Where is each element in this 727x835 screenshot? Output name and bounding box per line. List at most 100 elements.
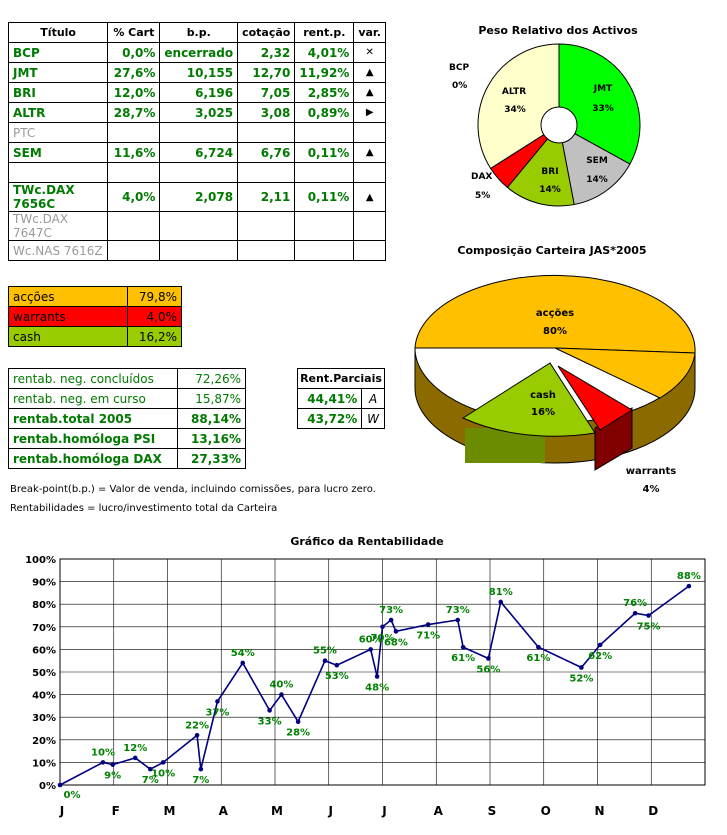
y-tick-label: 70%	[32, 623, 56, 634]
y-tick-label: 50%	[32, 668, 56, 679]
data-point	[160, 760, 166, 765]
pie1-label-dax: DAX	[471, 172, 492, 182]
cell-bp: 2,078	[159, 182, 239, 212]
cell-var: ▲	[353, 142, 386, 163]
data-point	[393, 629, 399, 634]
allocation-value: 79,8%	[127, 286, 182, 307]
note-breakpoint: Break-point(b.p.) = Valor de venda, incl…	[10, 484, 376, 495]
data-point	[536, 644, 541, 650]
cell-titulo: Wc.NAS 7616Z	[7, 240, 109, 261]
header-cart: % Cart	[107, 22, 161, 43]
cell-cotacao: 7,05	[237, 82, 296, 103]
returns-row: rentab. neg. em curso 15,87%	[8, 388, 246, 409]
data-point	[686, 583, 692, 589]
cell-cart	[107, 162, 161, 183]
pie-composicao: Composição Carteira JAS*2005 acções 80% …	[414, 244, 696, 495]
data-point	[198, 766, 204, 772]
cell-var: ▶	[353, 102, 386, 123]
cell-cart	[107, 122, 161, 143]
returns-label: rentab.homóloga PSI	[8, 428, 178, 449]
pie1-slice-jmt	[558, 43, 641, 165]
cell-titulo: SEM	[7, 142, 109, 163]
cell-titulo: PTC	[7, 122, 109, 143]
cell-cotacao	[237, 122, 296, 143]
data-point	[460, 644, 466, 650]
data-label: 70%	[371, 633, 395, 644]
data-label: 48%	[365, 683, 389, 694]
cell-cotacao	[237, 211, 296, 241]
data-label: 9%	[104, 771, 121, 782]
pie1-hole	[540, 106, 578, 144]
data-label: 62%	[588, 651, 612, 662]
cell-bp	[159, 240, 239, 261]
partial-tag: W	[361, 408, 385, 429]
pie1-value-jmt: 33%	[592, 104, 614, 114]
pie1-label-sem: SEM	[586, 156, 608, 166]
cell-cotacao	[237, 240, 296, 261]
portfolio-row: TWc.DAX 7647C	[7, 211, 386, 241]
data-point	[368, 647, 373, 652]
header-rent: rent.p.	[294, 22, 355, 43]
x-tick-label: A	[434, 804, 444, 818]
pie2-label-warrants: warrants	[626, 466, 676, 477]
cell-rent	[294, 122, 355, 143]
data-point	[334, 662, 340, 668]
portfolio-row: BCP 0,0% encerrado 2,32 4,01% ✕	[7, 42, 386, 63]
pie1-slice-bri	[506, 123, 575, 207]
pie1-label-bcp: BCP	[449, 63, 469, 73]
y-tick-label: 40%	[32, 691, 56, 702]
returns-label: rentab. neg. em curso	[8, 388, 178, 409]
allocation-row: cash 16,2%	[8, 326, 182, 347]
portfolio-row: TWc.DAX 7656C 4,0% 2,078 2,11 0,11% ▲	[7, 182, 386, 212]
cell-rent: 0,11%	[294, 182, 355, 212]
data-label: 61%	[526, 653, 550, 664]
cell-bp: 6,724	[159, 142, 239, 163]
header-cotacao: cotação	[237, 22, 296, 43]
cell-rent	[294, 211, 355, 241]
data-point	[100, 760, 106, 765]
cell-bp: 3,025	[159, 102, 239, 123]
pie1-slice-sem	[558, 124, 631, 206]
header-var: var.	[353, 22, 386, 43]
header-bp: b.p.	[159, 22, 239, 43]
data-label: 12%	[123, 743, 147, 754]
cell-cart	[107, 240, 161, 261]
cell-titulo: BRI	[7, 82, 109, 103]
portfolio-row: JMT 27,6% 10,155 12,70 11,92% ▲	[7, 62, 386, 83]
partial-title: Rent.Parciais	[297, 368, 385, 389]
data-point	[486, 656, 491, 661]
pie2-side-cash	[465, 428, 545, 463]
portfolio-row	[7, 162, 386, 183]
data-point	[132, 755, 138, 761]
allocation-body: acções 79,8% warrants 4,0% cash 16,2%	[8, 286, 182, 347]
cell-cart	[107, 211, 161, 241]
data-point	[388, 617, 394, 623]
data-label: 54%	[231, 648, 255, 659]
pie2-label-cash: cash	[530, 390, 556, 401]
portfolio-body: BCP 0,0% encerrado 2,32 4,01% ✕ JMT 27,6% 10,155…	[7, 42, 386, 261]
cell-rent	[294, 240, 355, 261]
pie-peso-relativo: Peso Relativo dos Activos BCP 0% ALTR 34…	[449, 24, 641, 207]
cell-rent: 0,89%	[294, 102, 355, 123]
y-tick-label: 30%	[32, 713, 56, 724]
cell-rent	[294, 162, 355, 183]
data-label: 71%	[416, 631, 440, 642]
cell-cotacao: 12,70	[237, 62, 296, 83]
x-tick-label: F	[112, 804, 120, 818]
partial-tag: A	[361, 388, 385, 409]
cell-rent: 2,85%	[294, 82, 355, 103]
cell-titulo	[7, 162, 109, 183]
pie2-top-accoes	[414, 274, 696, 354]
cell-var	[353, 122, 386, 143]
partial-row: 43,72% W	[296, 408, 385, 429]
data-label: 22%	[185, 720, 209, 731]
pie1-value-sem: 14%	[586, 175, 608, 185]
cell-bp: encerrado	[159, 42, 239, 63]
x-tick-label: N	[594, 804, 604, 818]
returns-table: rentab. neg. concluídos 72,26% rentab. neg…	[8, 368, 246, 469]
cell-cotacao: 6,76	[237, 142, 296, 163]
allocation-table: acções 79,8% warrants 4,0% cash 16,2%	[8, 286, 182, 347]
portfolio-table: Título % Cart b.p. cotação rent.p. var. …	[7, 22, 386, 261]
cell-cart: 4,0%	[107, 182, 161, 212]
returns-row: rentab.homóloga DAX 27,33%	[8, 448, 246, 469]
